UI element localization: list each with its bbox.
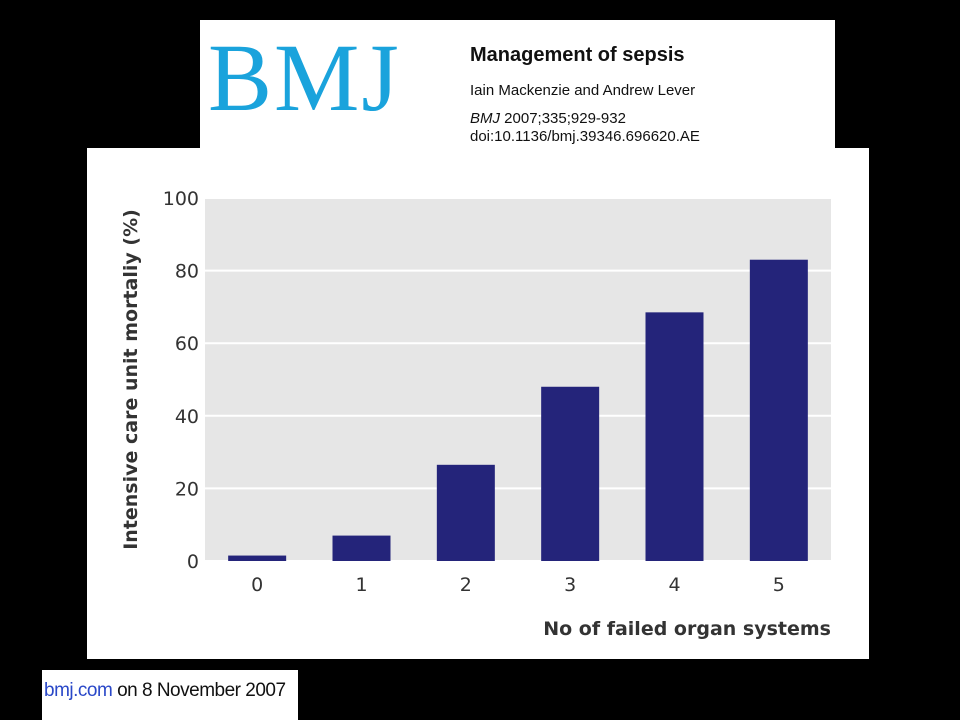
plot-area [205,198,831,561]
footer-badge: bmj.com on 8 November 2007 [42,670,298,720]
article-title: Management of sepsis [470,44,685,66]
citation-details: 2007;335;929-932 [500,110,626,127]
bar [436,464,495,561]
y-tick-label: 20 [175,478,199,500]
y-tick-label: 100 [163,188,199,210]
article-citation: BMJ 2007;335;929-932 doi:10.1136/bmj.393… [470,110,700,146]
x-tick-label: 1 [355,574,367,596]
x-tick-label: 3 [564,574,576,596]
y-tick-label: 60 [175,333,199,355]
mortality-bar-chart: 0 20 40 60 80 100 0 1 2 3 4 5 Intensive care unit m… [120,188,831,640]
y-tick-label: 40 [175,406,199,428]
citation-doi: doi:10.1136/bmj.39346.696620.AE [470,128,700,145]
article-authors: Iain Mackenzie and Andrew Lever [470,82,696,99]
bar [332,535,391,561]
y-axis-title: Intensive care unit mortaliy (%) [120,209,142,550]
x-tick-label: 2 [460,574,472,596]
footer-date: on 8 November 2007 [112,680,286,701]
bar [749,259,808,561]
article-header: BMJ Management of sepsis Iain Mackenzie … [200,20,835,148]
x-tick-label: 0 [251,574,263,596]
x-tick-label: 4 [668,574,680,596]
x-axis-title: No of failed organ systems [543,618,831,640]
x-tick-label: 5 [773,574,785,596]
citation-journal: BMJ [470,110,500,127]
footer-site: bmj.com [44,680,113,701]
footer-text: bmj.com on 8 November 2007 [44,680,286,702]
bar [541,386,600,561]
bar [645,312,704,561]
bar [228,555,287,561]
chart-panel: 0 20 40 60 80 100 0 1 2 3 4 5 Intensive care unit m… [87,148,869,659]
bmj-logo: BMJ [208,24,401,131]
y-tick-label: 0 [187,551,199,573]
y-tick-label: 80 [175,261,199,283]
